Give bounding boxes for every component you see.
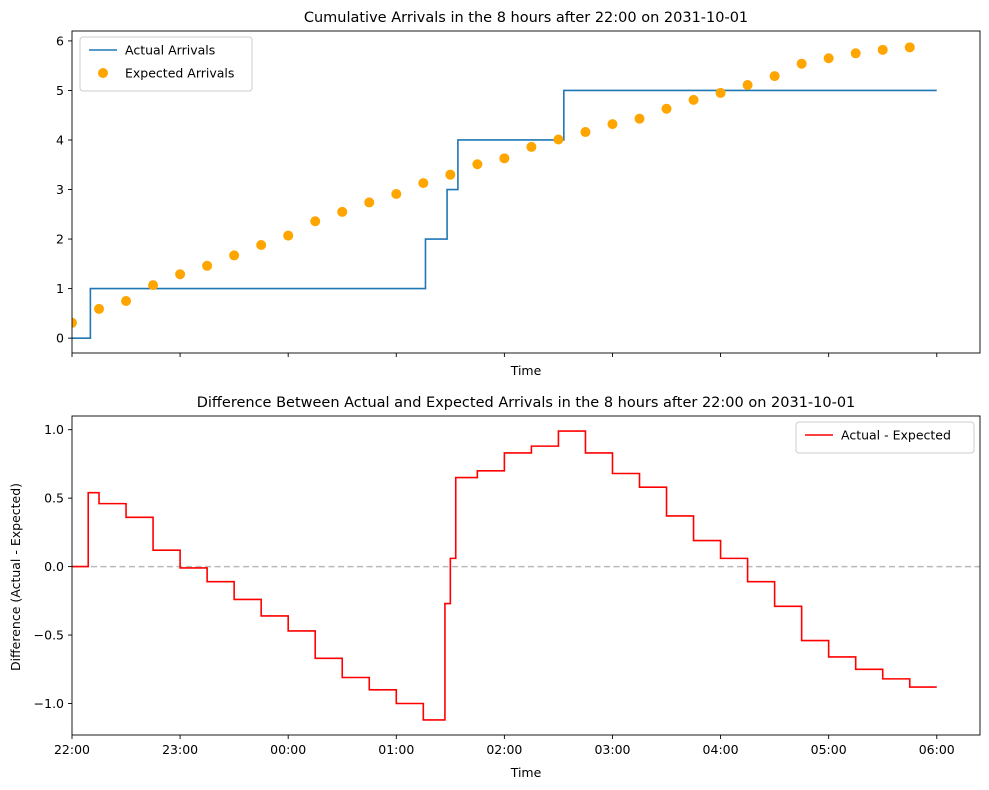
top-series-expected-arrivals-point xyxy=(526,141,537,152)
top-series-expected-arrivals-point xyxy=(661,103,672,114)
top-series-expected-arrivals-point xyxy=(202,260,213,271)
top-series-expected-arrivals-point xyxy=(72,317,77,328)
top-axes-frame xyxy=(71,30,981,354)
top-series-expected-arrivals-point xyxy=(229,250,240,261)
bottom-y-tick-label: 0.5 xyxy=(44,491,64,506)
top-legend-actual-arrivals-label: Actual Arrivals xyxy=(125,43,215,58)
top-series-expected-arrivals-point xyxy=(715,87,726,98)
top-series-expected-arrivals-point xyxy=(472,159,483,170)
bottom-legend-actual-expected-label: Actual - Expected xyxy=(841,428,951,443)
top-series-expected-arrivals-point xyxy=(175,269,186,280)
top-legend-expected-arrivals-swatch xyxy=(98,68,108,78)
top-legend-box xyxy=(79,36,253,92)
top-series-actual-arrivals-line xyxy=(72,89,937,339)
top-series-expected-arrivals-point xyxy=(310,216,321,227)
top-series-expected-arrivals-point xyxy=(283,230,294,241)
top-series-expected-arrivals-point xyxy=(877,44,888,55)
top-series-expected-arrivals-point xyxy=(850,48,861,59)
top-series-expected-arrivals-point xyxy=(256,240,267,251)
bottom-axes-frame xyxy=(71,415,981,736)
top-series-expected-arrivals-point xyxy=(121,295,132,306)
top-plot-area: 0 1 2 3 4 5 6 Actual Arrivals Expected Arrivals xyxy=(56,30,981,357)
top-y-tick-label: 2 xyxy=(56,232,64,247)
bottom-series-actual-expected-line xyxy=(72,430,937,721)
bottom-x-tick-label: 06:00 xyxy=(919,742,955,757)
bottom-legend: Actual - Expected xyxy=(795,421,975,454)
bottom-x-tick-label: 01:00 xyxy=(378,742,414,757)
bottom-y-tick-label: −1.0 xyxy=(34,696,64,711)
top-series-expected-arrivals-point xyxy=(499,153,510,164)
top-series-expected-arrivals-point xyxy=(607,119,618,130)
top-legend: Actual Arrivals Expected Arrivals xyxy=(79,36,253,92)
bottom-x-axis-label: Time xyxy=(510,765,542,780)
bottom-y-axis-label: Difference (Actual - Expected) xyxy=(8,483,23,671)
bottom-legend-box xyxy=(795,421,975,454)
top-series-expected-arrivals-point xyxy=(580,127,591,138)
top-series-expected-arrivals-point xyxy=(823,53,834,64)
bottom-chart-title: Difference Between Actual and Expected A… xyxy=(197,395,856,411)
bottom-plot-area: −1.0 −0.5 0.0 0.5 1.0 22:00 23:00 00:00 01:00 02:… xyxy=(34,415,981,757)
top-x-axis-label: Time xyxy=(510,363,542,378)
top-series-expected-arrivals-point xyxy=(418,178,429,189)
top-series-expected-arrivals-point xyxy=(148,280,159,291)
top-series-expected-arrivals-point xyxy=(553,134,564,145)
top-legend-expected-arrivals-label: Expected Arrivals xyxy=(125,66,234,81)
bottom-x-tick-label: 23:00 xyxy=(162,742,198,757)
bottom-x-tick-label: 05:00 xyxy=(811,742,847,757)
top-chart-title: Cumulative Arrivals in the 8 hours after… xyxy=(304,10,748,26)
bottom-y-tick-label: 0.0 xyxy=(44,559,64,574)
top-y-tick-label: 6 xyxy=(56,33,64,48)
top-series-expected-arrivals-point xyxy=(769,71,780,82)
top-series-expected-arrivals-point xyxy=(391,188,402,199)
top-series-expected-arrivals-point xyxy=(688,94,699,105)
bottom-y-tick-label: −0.5 xyxy=(34,628,64,643)
bottom-y-tick-label: 1.0 xyxy=(44,422,64,437)
top-series-expected-arrivals-point xyxy=(337,206,348,217)
bottom-x-tick-label: 04:00 xyxy=(703,742,739,757)
top-series-expected-arrivals-point xyxy=(796,58,807,69)
top-chart: Cumulative Arrivals in the 8 hours after… xyxy=(56,10,981,378)
top-series-expected-arrivals-point xyxy=(94,303,105,314)
top-y-tick-label: 5 xyxy=(56,83,64,98)
bottom-x-tick-label: 22:00 xyxy=(54,742,90,757)
bottom-x-tick-label: 03:00 xyxy=(594,742,630,757)
bottom-x-tick-label: 00:00 xyxy=(270,742,306,757)
top-series-expected-arrivals-point xyxy=(445,169,456,180)
bottom-series-group xyxy=(72,430,937,721)
bottom-x-tick-label: 02:00 xyxy=(486,742,522,757)
top-series-expected-arrivals-point xyxy=(634,113,645,124)
top-series-expected-arrivals-point xyxy=(742,79,753,90)
top-y-tick-label: 3 xyxy=(56,182,64,197)
bottom-chart: Difference Between Actual and Expected A… xyxy=(8,395,981,780)
top-y-tick-label: 0 xyxy=(56,331,64,346)
top-y-tick-label: 4 xyxy=(56,132,64,147)
top-y-tick-label: 1 xyxy=(56,281,64,296)
top-series-expected-arrivals-point xyxy=(364,197,375,208)
top-series-group xyxy=(72,42,937,339)
top-series-expected-arrivals-point xyxy=(904,42,915,53)
